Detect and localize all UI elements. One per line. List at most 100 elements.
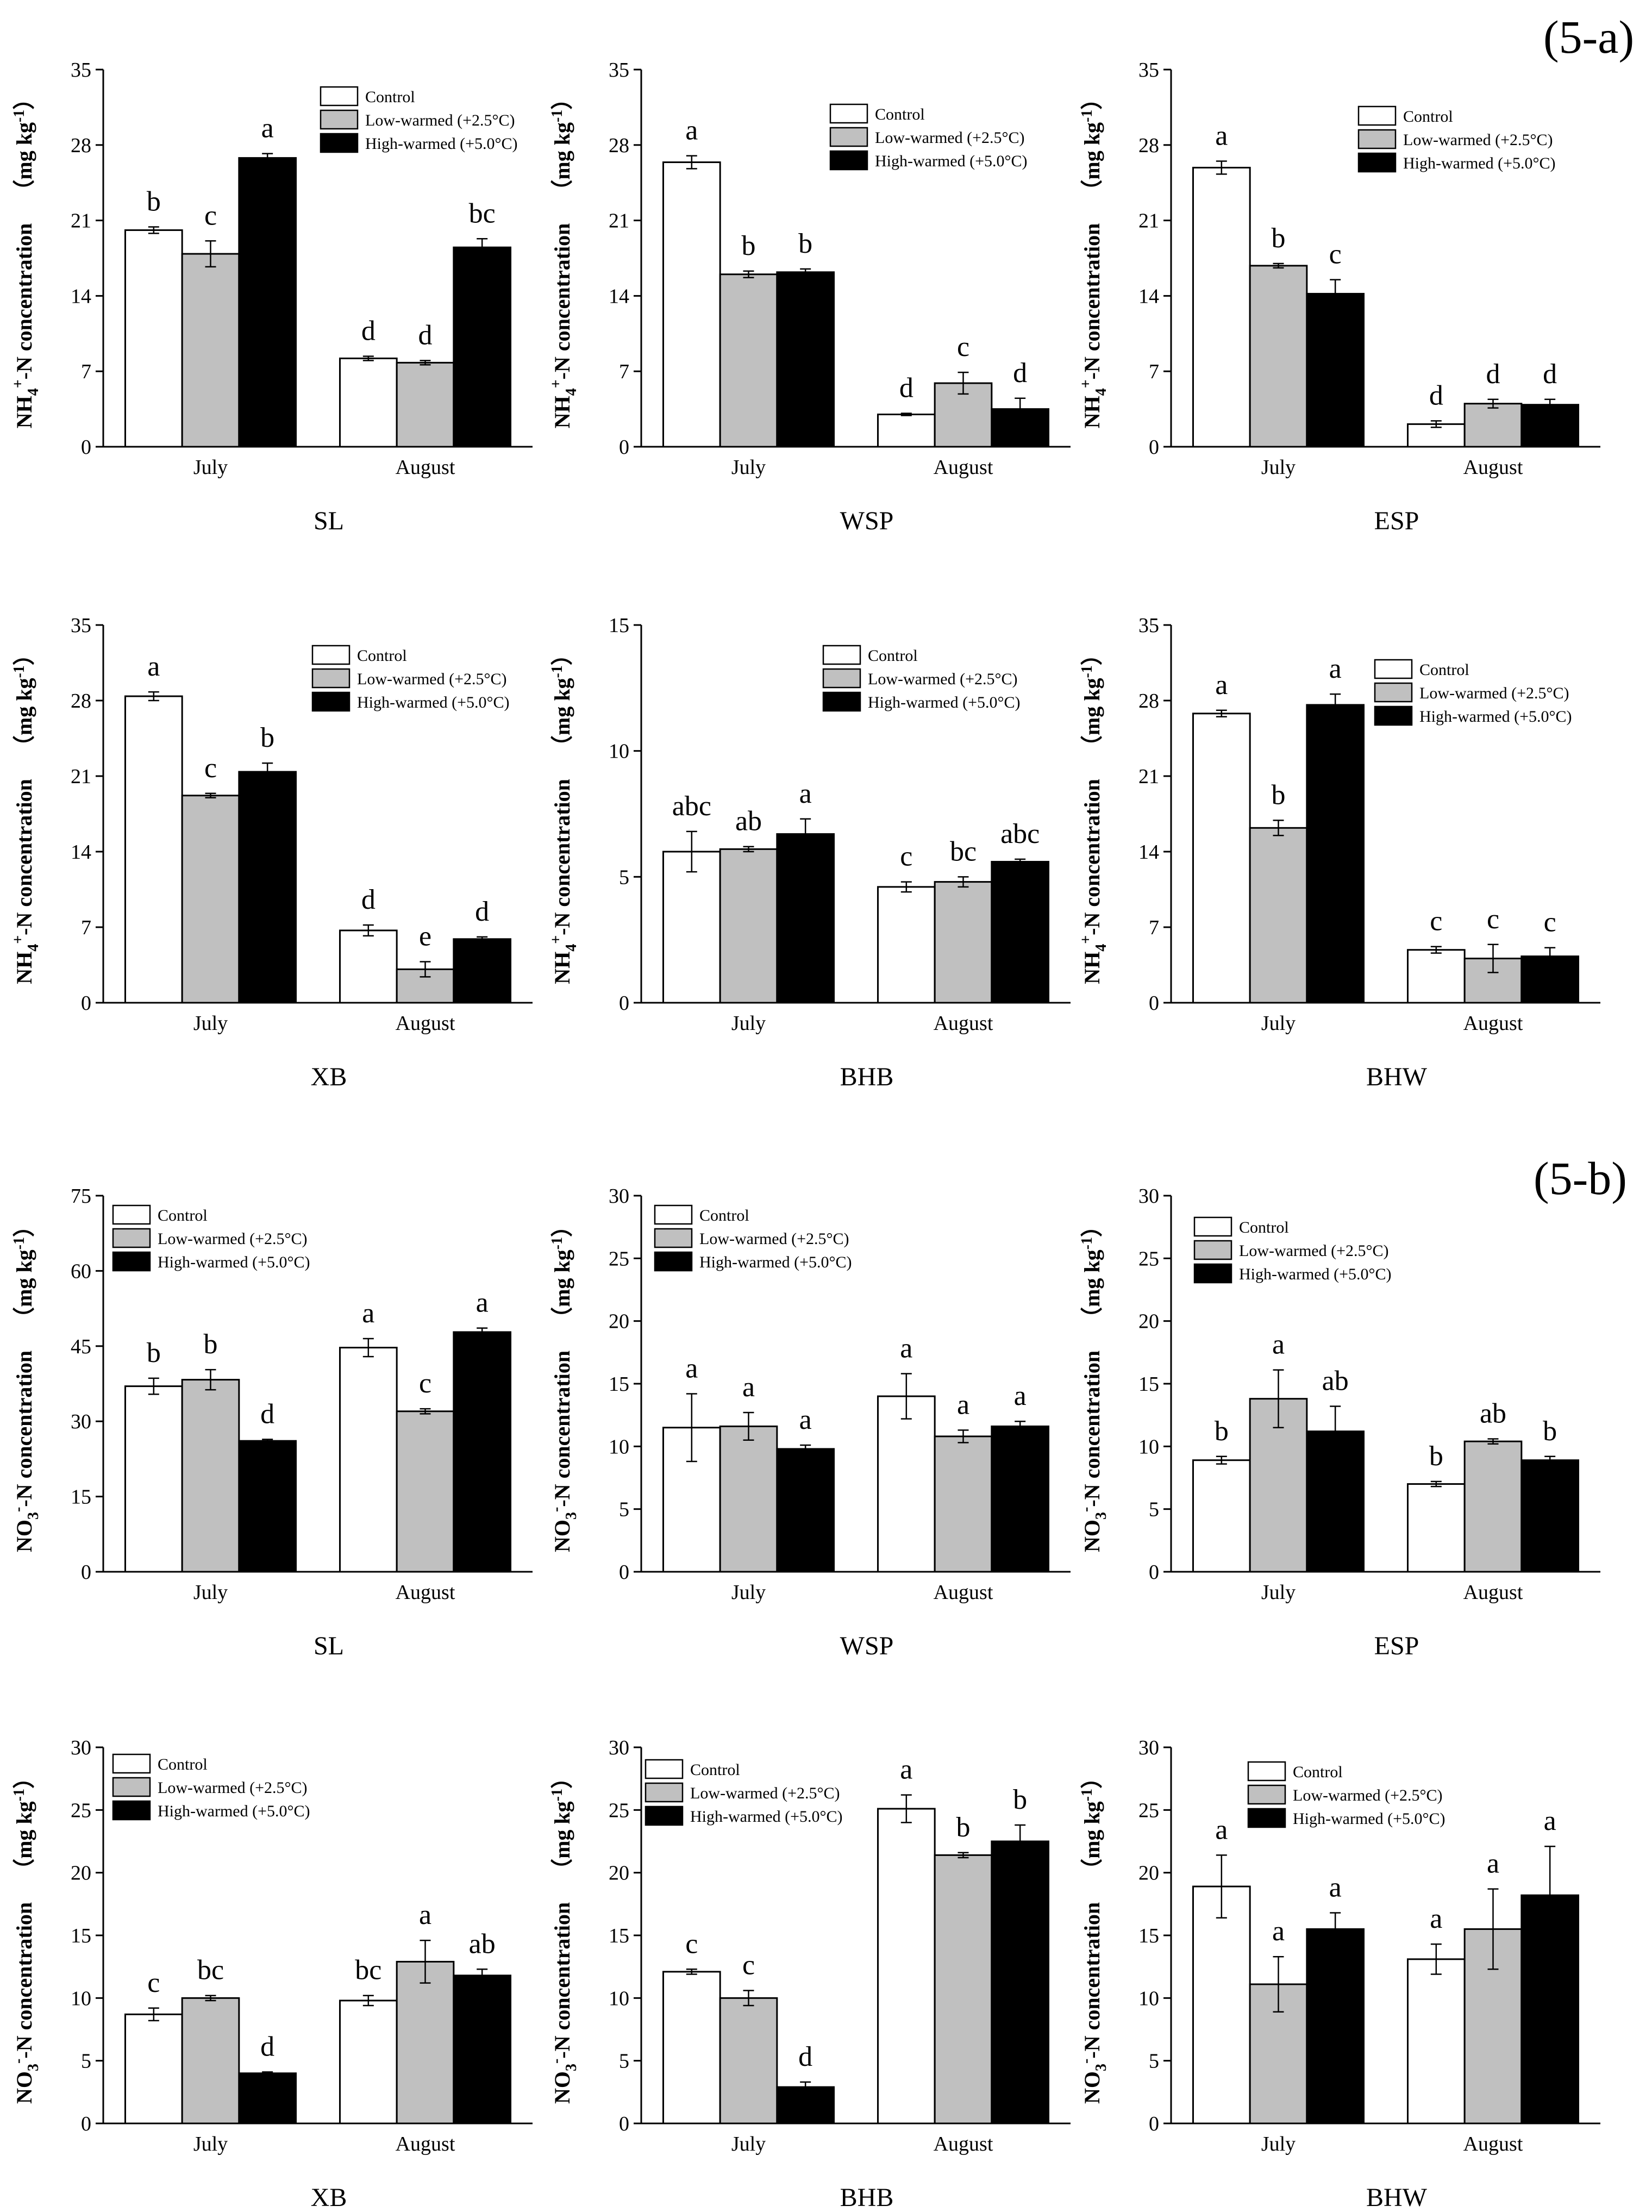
legend-label: Control — [875, 105, 925, 123]
bar-august-1 — [877, 1808, 936, 2124]
legend-swatch — [829, 103, 868, 124]
significance-letter: a — [1487, 1848, 1499, 1879]
y-tick-label: 5 — [81, 2050, 91, 2073]
y-tick-label: 75 — [71, 1185, 91, 1208]
bar-july-3 — [1306, 704, 1365, 1004]
y-axis-label: NH4+-N concentration （mg kg-1） — [10, 88, 42, 429]
y-tick-label: 25 — [1138, 1247, 1159, 1270]
bar-july-2 — [719, 1425, 778, 1573]
x-tick-label: August — [1463, 1012, 1523, 1035]
y-tick-label: 7 — [81, 360, 91, 383]
x-tick-label: August — [396, 1581, 455, 1604]
x-tick-label: July — [193, 1012, 228, 1035]
x-tick-label: July — [731, 1581, 766, 1604]
x-tick-label: August — [1463, 1581, 1523, 1604]
chart-11-bhb: 0 5 10 15 20 25 30 NO3--N concentration （mg kg-… — [548, 1736, 1071, 2212]
significance-letter: a — [742, 1372, 755, 1403]
legend-label: High-warmed (+5.0°C) — [158, 1802, 310, 1820]
bar-july-1 — [124, 695, 183, 1004]
chart-title: BHB — [840, 1063, 894, 1091]
bar-july-2 — [181, 1997, 240, 2124]
legend-label: Low-warmed (+2.5°C) — [1403, 131, 1553, 149]
y-tick-label: 5 — [1149, 2050, 1159, 2073]
y-tick-label: 28 — [71, 690, 91, 713]
bar-july-2 — [719, 1997, 778, 2124]
significance-letter: a — [362, 1298, 374, 1329]
y-tick-label: 30 — [609, 1185, 629, 1208]
significance-letter: c — [147, 1967, 160, 1998]
y-tick-label: 15 — [609, 614, 629, 637]
legend-label: Control — [158, 1207, 208, 1224]
significance-letter: a — [685, 115, 698, 146]
chart-title: BHB — [840, 2183, 894, 2212]
significance-letter: d — [1543, 359, 1557, 390]
legend: Control Low-warmed (+2.5°C) High-warmed (+… — [1374, 659, 1572, 726]
x-tick-label: July — [1261, 2133, 1296, 2155]
significance-letter: a — [1215, 1814, 1228, 1845]
legend-swatch — [311, 668, 351, 689]
y-tick-label: 14 — [71, 841, 91, 864]
significance-letter: b — [1272, 779, 1286, 810]
significance-letter: a — [147, 651, 160, 682]
significance-letter: c — [1329, 239, 1342, 270]
x-tick-label: August — [396, 1012, 455, 1035]
chart-title: BHW — [1366, 2183, 1428, 2212]
chart-2-wsp: 0 7 14 21 28 35 NH4+-N concentration （mg kg-1）… — [548, 59, 1071, 535]
significance-letter: c — [957, 332, 969, 363]
y-tick-label: 25 — [71, 1799, 91, 1822]
bar-august-3 — [453, 1974, 512, 2124]
bar-july-3 — [776, 2086, 835, 2124]
bar-july-3 — [238, 157, 297, 448]
bar-july-1 — [1192, 1885, 1251, 2124]
bar-august-2 — [1463, 1440, 1523, 1573]
x-tick-label: August — [1463, 2133, 1523, 2155]
bar-july-2 — [181, 795, 240, 1004]
legend-label: Low-warmed (+2.5°C) — [875, 129, 1025, 147]
y-tick-label: 15 — [609, 1924, 629, 1947]
bar-july-1 — [662, 851, 721, 1004]
legend-swatch — [1193, 1216, 1232, 1237]
legend-label: Low-warmed (+2.5°C) — [1419, 684, 1569, 702]
legend-label: Control — [1239, 1219, 1289, 1236]
bar-august-1 — [1406, 1483, 1466, 1573]
legend-swatch — [1374, 705, 1413, 726]
y-tick-label: 7 — [1149, 360, 1159, 383]
section-label-5b: (5-b) — [1534, 1152, 1627, 1204]
y-axis-label: NH4+-N concentration （mg kg-1） — [1078, 643, 1110, 984]
legend-label: Control — [1403, 108, 1453, 126]
significance-letter: a — [1430, 1903, 1442, 1934]
y-tick-label: 20 — [1138, 1310, 1159, 1333]
significance-letter: c — [1430, 906, 1442, 937]
significance-letter: b — [1215, 1416, 1229, 1447]
legend: Control Low-warmed (+2.5°C) High-warmed (+… — [320, 86, 518, 153]
legend-label: Low-warmed (+2.5°C) — [868, 670, 1018, 688]
legend: Control Low-warmed (+2.5°C) High-warmed (+… — [829, 103, 1028, 171]
significance-letter: d — [1429, 380, 1443, 411]
legend-label: High-warmed (+5.0°C) — [1403, 154, 1556, 172]
bar-july-2 — [1249, 827, 1308, 1004]
significance-letter: b — [147, 1338, 161, 1369]
y-axis-label: NO3--N concentration （mg kg-1） — [548, 1215, 580, 1552]
y-tick-label: 0 — [619, 992, 629, 1015]
significance-letter: a — [1329, 1872, 1342, 1903]
chart-5-bhb: 0 5 10 15 NH4+-N concentration （mg kg-1） July… — [548, 614, 1071, 1091]
legend-label: Low-warmed (+2.5°C) — [158, 1779, 308, 1797]
y-tick-label: 35 — [1138, 59, 1159, 82]
x-tick-label: July — [1261, 1012, 1296, 1035]
significance-letter: d — [361, 884, 376, 915]
x-tick-label: July — [193, 1581, 228, 1604]
bar-july-3 — [776, 271, 835, 448]
legend-swatch — [112, 1777, 151, 1797]
chart-title: SL — [314, 507, 344, 535]
y-tick-label: 14 — [609, 285, 629, 308]
legend-swatch — [1357, 105, 1397, 126]
legend-label: Control — [158, 1755, 208, 1773]
y-tick-label: 0 — [81, 436, 91, 459]
y-tick-label: 60 — [71, 1260, 91, 1283]
y-tick-label: 20 — [1138, 1862, 1159, 1885]
legend-swatch — [1193, 1263, 1232, 1284]
significance-letter: ab — [735, 806, 762, 837]
y-tick-label: 7 — [619, 360, 629, 383]
y-tick-label: 21 — [1138, 210, 1159, 233]
significance-letter: c — [419, 1368, 431, 1399]
